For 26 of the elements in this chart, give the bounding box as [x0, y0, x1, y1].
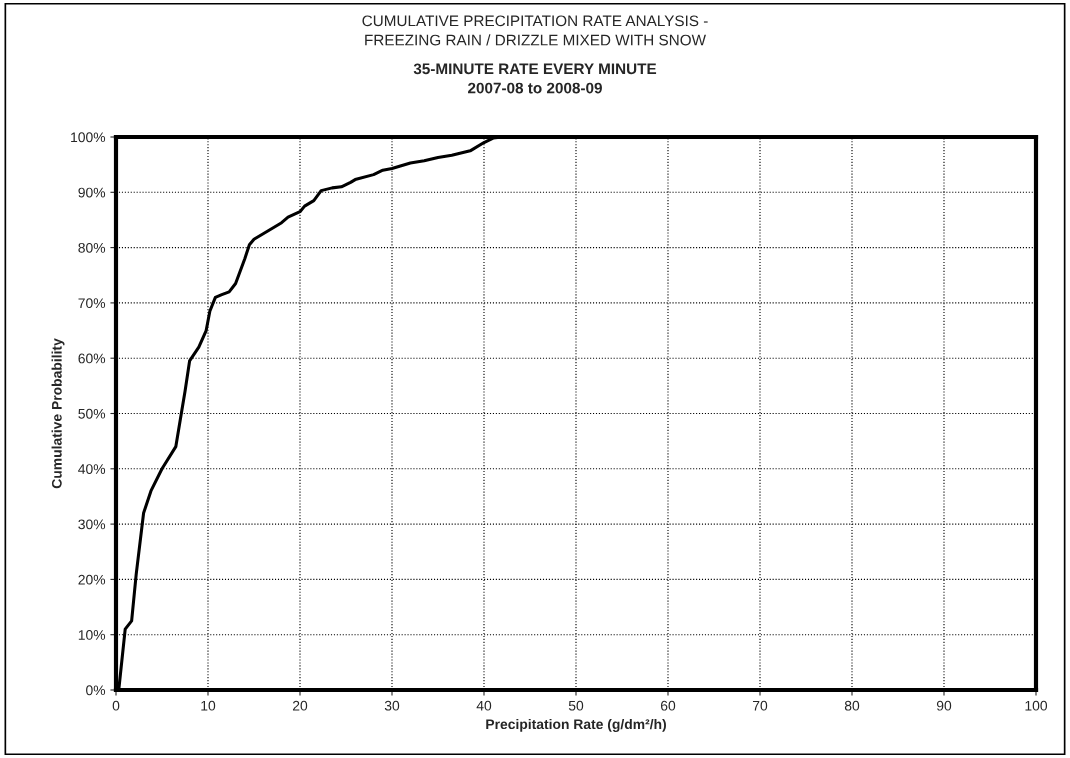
y-tick-label: 80% [78, 242, 106, 253]
y-tick-label: 10% [78, 630, 106, 640]
y-tick-label: 30% [78, 519, 106, 530]
chart-subtitle: 35-MINUTE RATE EVERY MINUTE 2007-08 to 2008-09 [413, 63, 657, 94]
x-tick-label: 30 [384, 700, 400, 711]
chart-title: CUMULATIVE PRECIPITATION RATE ANALYSIS - FREEZING RAIN / DRIZZLE MIXED WITH SNOW [362, 15, 708, 46]
x-tick-label: 70 [752, 700, 768, 711]
x-tick-label: 90 [936, 700, 952, 711]
x-tick-label: 80 [844, 700, 860, 711]
x-axis-title: Precipitation Rate (g/dm²/h) [486, 718, 666, 732]
y-tick-label: 0% [86, 685, 106, 696]
x-tick-label: 40 [476, 700, 492, 711]
y-tick-label: 20% [78, 574, 106, 585]
y-tick-label: 50% [78, 408, 106, 419]
y-tick-label: 70% [78, 298, 106, 309]
y-axis-title: Cumulative Probability [51, 338, 65, 489]
x-tick-label: 60 [660, 700, 676, 711]
x-tick-label: 0 [112, 700, 120, 711]
x-tick-label: 50 [568, 700, 584, 711]
y-tick-label: 100% [71, 132, 106, 143]
x-tick-label: 10 [201, 700, 216, 711]
x-tick-label: 20 [292, 700, 308, 711]
y-tick-label: 40% [78, 464, 106, 474]
x-tick-label: 100 [1025, 700, 1048, 711]
y-tick-label: 60% [78, 353, 106, 364]
y-tick-label: 90% [78, 187, 106, 198]
